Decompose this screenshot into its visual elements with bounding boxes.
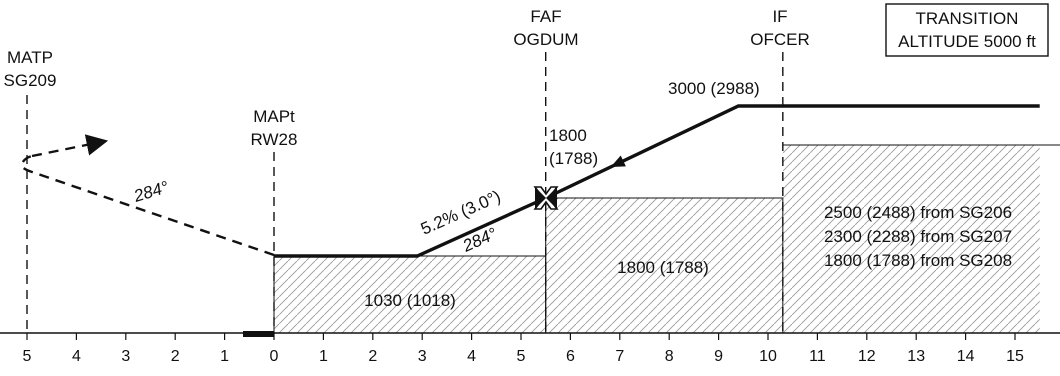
axis-tick-label: 4 [467,348,476,365]
sector-altitude-line3: 1800 (1788) from SG208 [824,251,1012,270]
axis-tick-label: 1 [220,348,229,365]
segment-label-faf-if: 1800 (1788) [617,258,709,277]
axis-ticks: 5 4 3 2 1 0 1 2 3 4 5 6 7 8 9 10 11 12 13 14 15 [23,333,1024,365]
mapt-label: MAPt [253,107,295,126]
sector-altitude-line2: 2300 (2288) from SG207 [824,227,1012,246]
initial-altitude-label: 3000 (2988) [668,79,760,98]
if-fix-name: OFCER [750,30,810,49]
axis-tick-label: 9 [714,348,723,365]
axis-tick-label: 5 [23,348,32,365]
axis-tick-label: 2 [171,348,180,365]
missed-approach-arrow [31,134,109,158]
final-course-label: 284° [459,224,500,256]
faf-altitude-label: 1800 [549,126,587,145]
sector-altitude-line1: 2500 (2488) from SG206 [824,203,1012,222]
profile-direction-arrow [610,155,626,167]
faf-maltese-cross-icon [533,186,559,210]
distance-axis: 5 4 3 2 1 0 1 2 3 4 5 6 7 8 9 10 11 12 13 14 15 [0,331,1060,365]
transition-altitude-line2: ALTITUDE 5000 ft [898,32,1036,51]
axis-tick-label: 15 [1006,348,1024,365]
axis-tick-label: 0 [270,348,279,365]
faf-altitude-amsl-label: (1788) [549,149,598,168]
transition-altitude-line1: TRANSITION [916,9,1019,28]
matp-fix-name: SG209 [4,71,57,90]
axis-tick-label: 8 [665,348,674,365]
axis-tick-label: 3 [418,348,427,365]
faf-label: FAF [530,7,561,26]
axis-tick-label: 4 [72,348,81,365]
axis-tick-label: 13 [907,348,925,365]
axis-tick-label: 12 [858,348,876,365]
axis-tick-label: 5 [517,348,526,365]
fix-labels: MATP SG209 MAPt RW28 FAF OGDUM IF OFCER [4,7,810,149]
obstacle-areas [273,144,1060,334]
axis-tick-label: 7 [615,348,624,365]
mapt-fix-name: RW28 [251,130,298,149]
missed-approach-track [20,154,275,257]
axis-tick-label: 10 [759,348,777,365]
axis-tick-label: 1 [319,348,328,365]
matp-label: MATP [7,48,53,67]
segment-area-faf-if [545,197,784,334]
axis-tick-label: 11 [809,348,826,365]
axis-tick-label: 2 [368,348,377,365]
transition-altitude-box: TRANSITION ALTITUDE 5000 ft [885,3,1049,57]
missed-approach-course-label: 284° [131,177,171,206]
missed-approach-path [20,134,275,257]
axis-tick-label: 6 [566,348,575,365]
faf-fix-name: OGDUM [513,30,578,49]
runway-bar [243,331,274,337]
segment-label-mapt-faf: 1030 (1018) [364,291,456,310]
axis-tick-label: 14 [957,348,975,365]
if-label: IF [772,7,787,26]
axis-tick-label: 3 [121,348,130,365]
segment-area-if-beyond [782,145,1040,333]
